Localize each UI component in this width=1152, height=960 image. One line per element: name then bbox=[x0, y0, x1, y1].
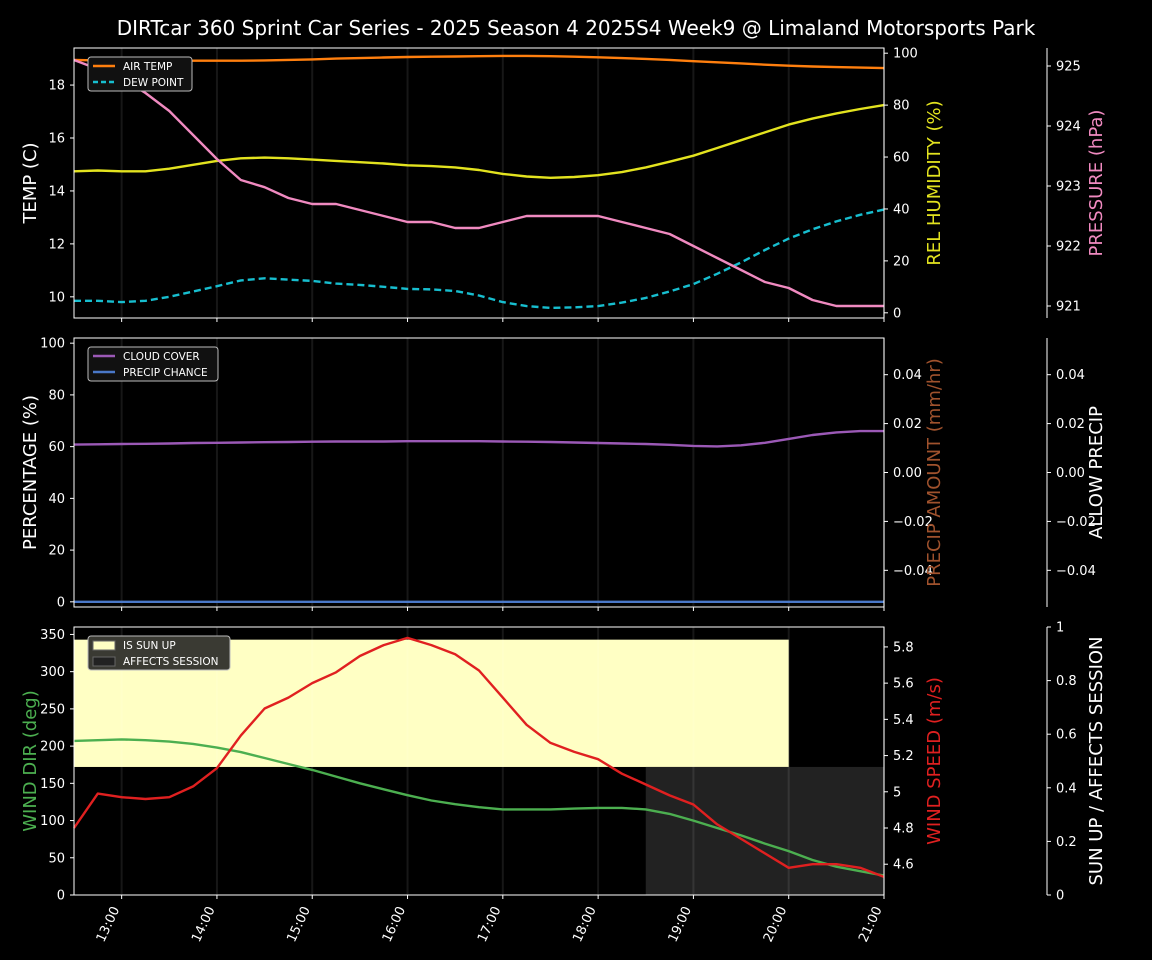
right2-tick-label: 0.2 bbox=[1056, 835, 1077, 850]
left-axis-label: PERCENTAGE (%) bbox=[20, 395, 41, 550]
right2-tick-label: 924 bbox=[1056, 120, 1081, 135]
left-tick-label: 100 bbox=[40, 814, 65, 829]
left-tick-label: 20 bbox=[48, 544, 65, 559]
right2-tick-label: 923 bbox=[1056, 180, 1081, 195]
legend: AIR TEMP DEW POINT bbox=[87, 56, 193, 92]
right1-axis-label: WIND SPEED (m/s) bbox=[924, 677, 945, 845]
right1-tick-label: 0.00 bbox=[893, 466, 922, 481]
left-tick-label: 350 bbox=[40, 628, 65, 643]
series-line-right1 bbox=[73, 103, 885, 179]
legend-label: DEW POINT bbox=[123, 77, 184, 89]
right2-tick-label: 1 bbox=[1056, 621, 1064, 636]
right2-axis-label: SUN UP / AFFECTS SESSION bbox=[1086, 636, 1107, 885]
left-tick-label: 150 bbox=[40, 777, 65, 792]
legend: CLOUD COVER PRECIP CHANCE bbox=[87, 346, 219, 382]
right2-tick-label: −0.02 bbox=[1056, 515, 1096, 530]
series-line-dew-point bbox=[74, 208, 885, 310]
series-line-air-temp bbox=[73, 54, 885, 70]
right1-tick-label: 4.8 bbox=[893, 822, 914, 837]
panel-precip: 0 20 40 60 80 100 PERCENTAGE (%) −0.04 −0.02 0.00… bbox=[20, 337, 1107, 611]
left-tick-label: 14 bbox=[48, 184, 65, 199]
legend-label: PRECIP CHANCE bbox=[123, 367, 208, 379]
right1-tick-label: 0 bbox=[893, 306, 901, 321]
series-line-cloud-cover bbox=[73, 429, 884, 448]
right1-tick-label: 80 bbox=[893, 99, 910, 114]
right1-axis-label: PRECIP AMOUNT (mm/hr) bbox=[924, 358, 945, 587]
series-line-right1 bbox=[73, 636, 885, 879]
legend-label: AIR TEMP bbox=[123, 61, 172, 73]
right1-axis-label: REL HUMIDITY (%) bbox=[924, 100, 945, 265]
left-tick-label: 60 bbox=[48, 440, 65, 455]
left-tick-label: 300 bbox=[40, 665, 65, 680]
right2-tick-label: 925 bbox=[1056, 60, 1081, 75]
legend-swatch bbox=[92, 640, 116, 651]
left-tick-label: 250 bbox=[40, 702, 65, 717]
right2-tick-label: 0.6 bbox=[1056, 728, 1077, 743]
legend-label: CLOUD COVER bbox=[123, 351, 200, 363]
plot-frame bbox=[73, 626, 885, 896]
right2-tick-label: −0.04 bbox=[1056, 564, 1096, 579]
right2-tick-label: 0.8 bbox=[1056, 674, 1077, 689]
right1-tick-label: 5.6 bbox=[893, 677, 914, 692]
series-line-right2 bbox=[73, 58, 884, 308]
panel-weather: 10 12 14 16 18 TEMP (C) 0 20 40 60 80 100 REL HUMIDI… bbox=[20, 47, 1107, 322]
right1-tick-label: 5.8 bbox=[893, 640, 914, 655]
legend-label: IS SUN UP bbox=[123, 640, 176, 652]
left-tick-label: 0 bbox=[57, 889, 65, 904]
left-tick-label: 0 bbox=[57, 595, 65, 610]
right1-tick-label: 0.02 bbox=[893, 417, 922, 432]
right1-tick-label: −0.04 bbox=[893, 564, 933, 579]
left-axis-label: WIND DIR (deg) bbox=[20, 690, 41, 832]
right1-tick-label: 40 bbox=[893, 202, 910, 217]
right2-axis-label: PRESSURE (hPa) bbox=[1086, 110, 1107, 257]
right1-tick-label: 5.4 bbox=[893, 713, 914, 728]
right1-tick-label: 0.04 bbox=[893, 368, 922, 383]
right1-tick-label: 4.6 bbox=[893, 858, 914, 873]
right2-tick-label: 0 bbox=[1056, 889, 1064, 904]
left-tick-label: 50 bbox=[48, 851, 65, 866]
right2-tick-label: 0.4 bbox=[1056, 781, 1077, 796]
right2-tick-label: 0.00 bbox=[1056, 466, 1085, 481]
left-tick-label: 80 bbox=[48, 388, 65, 403]
left-tick-label: 40 bbox=[48, 492, 65, 507]
right1-tick-label: 5 bbox=[893, 785, 901, 800]
legend-label: AFFECTS SESSION bbox=[123, 656, 219, 668]
right1-tick-label: 5.2 bbox=[893, 749, 914, 764]
plot-frame bbox=[73, 47, 885, 319]
right1-tick-label: 60 bbox=[893, 151, 910, 166]
left-tick-label: 16 bbox=[48, 132, 65, 147]
series-line-left bbox=[73, 738, 885, 877]
right1-tick-label: −0.02 bbox=[893, 515, 933, 530]
right1-tick-label: 20 bbox=[893, 254, 910, 269]
right1-tick-label: 100 bbox=[893, 47, 918, 62]
right2-tick-label: 921 bbox=[1056, 300, 1081, 315]
left-tick-label: 10 bbox=[48, 290, 65, 305]
left-tick-label: 18 bbox=[48, 79, 65, 94]
legend: IS SUN UP AFFECTS SESSION bbox=[87, 635, 231, 671]
left-tick-label: 100 bbox=[40, 337, 65, 352]
legend-box bbox=[87, 346, 219, 382]
left-tick-label: 12 bbox=[48, 237, 65, 252]
right2-tick-label: 922 bbox=[1056, 240, 1081, 255]
legend-swatch bbox=[92, 656, 116, 667]
right2-axis-label: ALLOW PRECIP bbox=[1086, 406, 1107, 539]
left-tick-label: 200 bbox=[40, 740, 65, 755]
legend-box bbox=[87, 635, 231, 671]
area-affects-session bbox=[645, 766, 884, 895]
right2-tick-label: 0.04 bbox=[1056, 368, 1085, 383]
left-axis-label: TEMP (C) bbox=[20, 142, 41, 224]
right2-tick-label: 0.02 bbox=[1056, 417, 1085, 432]
chart-title: DIRTcar 360 Sprint Car Series - 2025 Sea… bbox=[117, 16, 1036, 40]
